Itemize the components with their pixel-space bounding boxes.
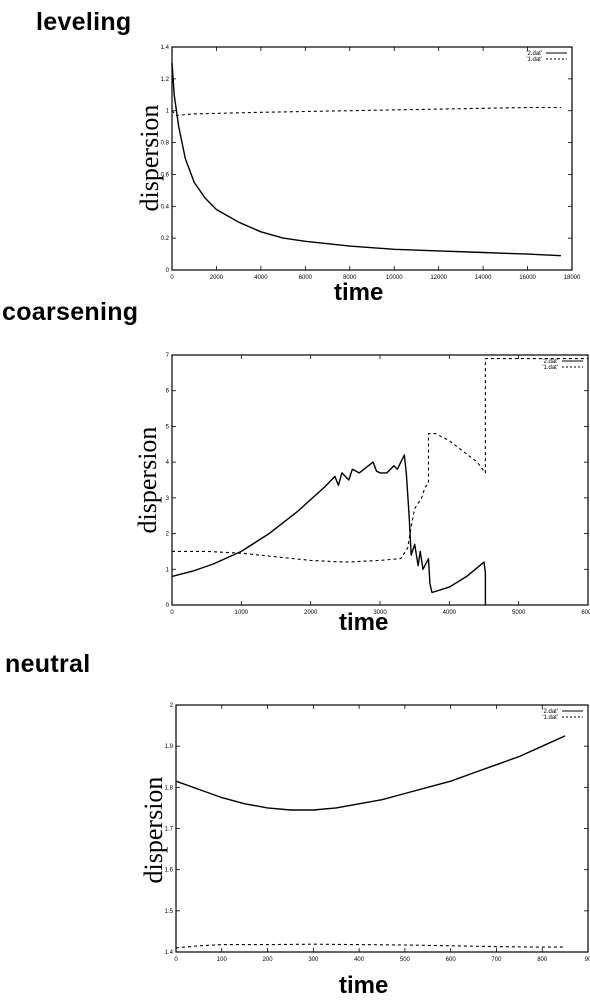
y-tick-label: 1.8 [165, 785, 174, 791]
x-tick-label: 4000 [443, 610, 457, 616]
y-tick-label: 0.2 [161, 236, 170, 242]
x-tick-label: 500 [400, 957, 411, 963]
y-tick-label: 1.7 [165, 827, 174, 833]
y-tick-label: 6 [166, 389, 170, 395]
coarsening-title: coarsening [2, 298, 139, 326]
y-axis-label: dispersion [135, 105, 164, 212]
neutral-xlabel: time [339, 972, 389, 999]
y-tick-label: 1 [166, 109, 170, 115]
x-tick-label: 16000 [519, 275, 536, 281]
plot-frame [175, 704, 589, 953]
y-axis-label: dispersion [133, 427, 162, 534]
x-tick-label: 18000 [564, 275, 581, 281]
x-tick-label: 10000 [386, 275, 403, 281]
coarsening-xlabel: time [339, 609, 389, 636]
y-tick-label: 1.9 [165, 744, 174, 750]
leveling-title: leveling [36, 8, 132, 36]
y-tick-label: 2 [170, 703, 174, 709]
x-tick-label: 6000 [581, 610, 590, 616]
y-tick-label: 5 [166, 424, 170, 430]
x-tick-label: 12000 [430, 275, 447, 281]
legend-label: '1.dat' [526, 57, 542, 63]
x-tick-label: 3000 [373, 610, 387, 616]
y-tick-label: 0.4 [161, 204, 170, 210]
x-tick-label: 90 [585, 957, 590, 963]
y-tick-label: 0.8 [161, 141, 170, 147]
x-tick-label: 300 [308, 957, 319, 963]
x-tick-label: 1000 [235, 610, 249, 616]
series-line-1 [171, 62, 561, 257]
x-tick-label: 200 [263, 957, 274, 963]
series-line-2 [175, 943, 566, 949]
x-tick-label: 700 [491, 957, 502, 963]
y-tick-label: 7 [166, 353, 170, 359]
x-tick-label: 600 [446, 957, 457, 963]
legend-label: '1.dat' [542, 365, 558, 371]
y-tick-label: 3 [166, 496, 170, 502]
leveling-xlabel: time [334, 279, 384, 306]
x-tick-label: 400 [354, 957, 365, 963]
y-tick-label: 1 [166, 567, 170, 573]
series-line-1 [175, 735, 566, 811]
legend-label: '2.dat' [526, 51, 542, 57]
x-tick-label: 2000 [210, 275, 224, 281]
legend-label: '2.dat' [542, 359, 558, 365]
legend-label: '1.dat' [542, 715, 558, 721]
y-tick-label: 1.4 [161, 45, 170, 51]
series-line-1 [171, 454, 487, 605]
x-tick-label: 8000 [343, 275, 357, 281]
x-tick-label: 4000 [254, 275, 268, 281]
plot-frame [171, 46, 573, 271]
x-tick-label: 5000 [512, 610, 526, 616]
series-line-2 [171, 106, 561, 117]
legend-label: '2.dat' [542, 709, 558, 715]
x-tick-label: 100 [217, 957, 228, 963]
x-tick-label: 0 [174, 957, 178, 963]
y-tick-label: 0 [166, 603, 170, 609]
x-tick-label: 2000 [304, 610, 318, 616]
neutral-title: neutral [5, 650, 91, 678]
x-tick-label: 800 [537, 957, 548, 963]
series-line-2 [172, 358, 588, 563]
x-tick-label: 14000 [475, 275, 492, 281]
y-tick-label: 4 [166, 460, 170, 466]
y-axis-label: dispersion [139, 777, 168, 884]
y-tick-label: 2 [166, 532, 170, 538]
y-tick-label: 1.6 [165, 868, 174, 874]
y-tick-label: 0.6 [161, 172, 170, 178]
y-tick-label: 1.5 [165, 909, 174, 915]
y-tick-label: 0 [166, 268, 170, 274]
x-tick-label: 0 [170, 610, 174, 616]
x-tick-label: 0 [170, 275, 174, 281]
x-tick-label: 6000 [299, 275, 313, 281]
y-tick-label: 1.2 [161, 77, 170, 83]
y-tick-label: 1.4 [165, 950, 174, 956]
